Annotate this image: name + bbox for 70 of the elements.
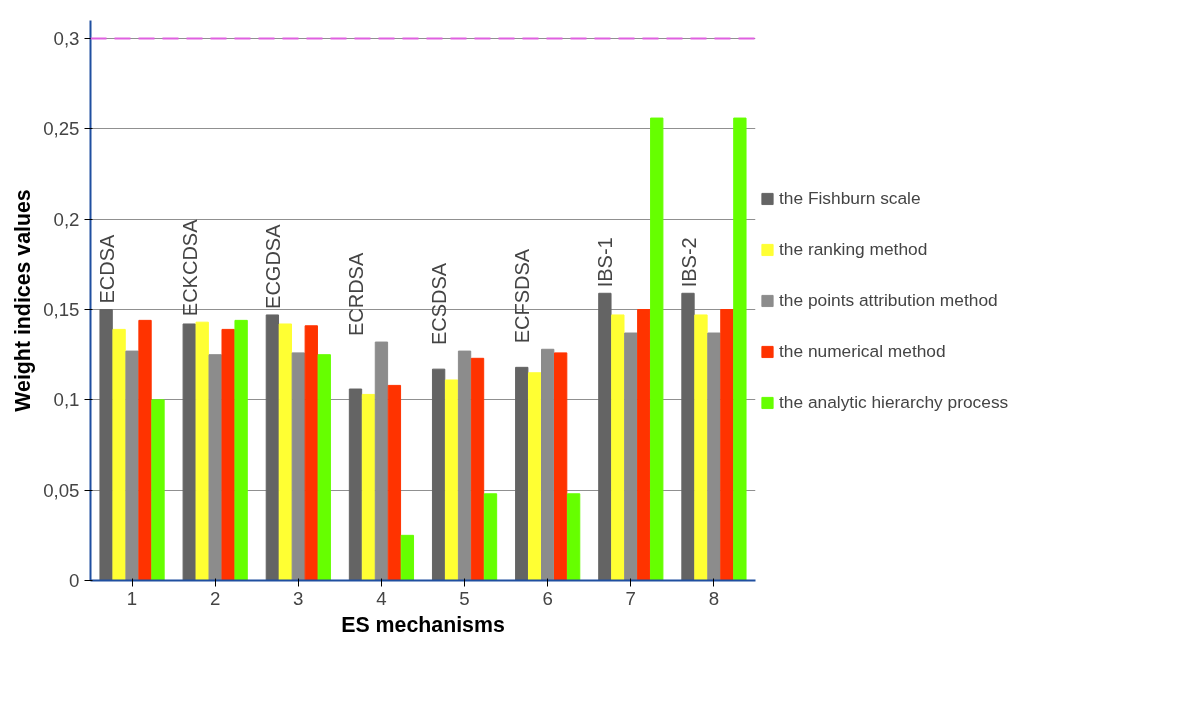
x-axis-title: ES mechanisms	[341, 612, 505, 637]
annotation: ECGDSA	[261, 223, 284, 309]
x-tick-label: 4	[376, 587, 387, 609]
y-tick-label: 0,3	[53, 28, 80, 50]
bar	[637, 309, 651, 581]
bar	[195, 321, 209, 581]
bar	[515, 366, 529, 581]
bar	[598, 292, 612, 581]
bar	[554, 352, 568, 581]
y-tick-label: 0,2	[53, 208, 80, 230]
bar	[348, 388, 363, 581]
bar	[624, 332, 638, 581]
bar	[265, 314, 280, 581]
bar	[541, 348, 555, 581]
bar	[528, 372, 542, 581]
x-tick-label: 6	[542, 587, 553, 609]
bar	[650, 117, 664, 581]
bar	[431, 368, 446, 581]
legend-label: the Fishburn scale	[779, 187, 921, 209]
bar	[291, 352, 305, 581]
y-tick-label: 0,05	[43, 479, 80, 501]
annotation: IBS-2	[677, 237, 700, 288]
annotation: ECRDSA	[345, 252, 368, 337]
bar	[151, 399, 165, 581]
bar	[444, 379, 459, 581]
bar	[400, 534, 415, 581]
bar	[611, 314, 625, 581]
y-tick-label: 0,1	[53, 389, 80, 411]
bar	[317, 354, 331, 581]
bar	[138, 319, 152, 581]
bar	[278, 323, 292, 581]
x-tick-label: 1	[126, 587, 138, 609]
bar	[182, 323, 196, 581]
bar	[457, 350, 472, 581]
bar	[387, 384, 402, 581]
annotation: ECDSA	[95, 233, 118, 304]
legend-label: the analytic hierarchy process	[779, 391, 1009, 413]
legend-label: the points attribution method	[779, 289, 998, 311]
bar	[112, 328, 126, 581]
bar	[374, 341, 389, 581]
bar	[208, 354, 222, 581]
y-tick-label: 0,25	[43, 118, 80, 140]
bar	[361, 393, 376, 581]
bar	[99, 309, 113, 581]
bar	[733, 117, 747, 581]
bar	[483, 493, 498, 581]
bar	[681, 292, 695, 581]
legend-label: the numerical method	[779, 340, 946, 362]
x-tick-label: 5	[459, 587, 470, 609]
annotation: ECSDSA	[428, 262, 451, 346]
x-tick-label: 3	[293, 587, 304, 609]
bar	[707, 332, 721, 581]
bar	[125, 350, 139, 581]
bar	[694, 314, 708, 581]
x-tick-label: 2	[210, 587, 221, 609]
y-axis-title: Weight indices values	[11, 189, 36, 412]
y-tick-label: 0	[69, 570, 80, 591]
bar	[470, 357, 485, 581]
bar	[566, 493, 581, 581]
y-tick-label: 0,15	[43, 299, 80, 321]
x-tick-label: 7	[625, 587, 637, 609]
legend-label: the ranking method	[779, 238, 928, 260]
annotation: ECFSDSA	[511, 248, 534, 344]
bar	[221, 328, 235, 581]
bar	[234, 319, 248, 581]
annotation: IBS-1	[594, 237, 617, 288]
annotation: ECKCDSA	[178, 218, 201, 317]
bar	[304, 325, 318, 581]
bar	[720, 309, 734, 581]
x-tick-label: 8	[708, 587, 720, 609]
